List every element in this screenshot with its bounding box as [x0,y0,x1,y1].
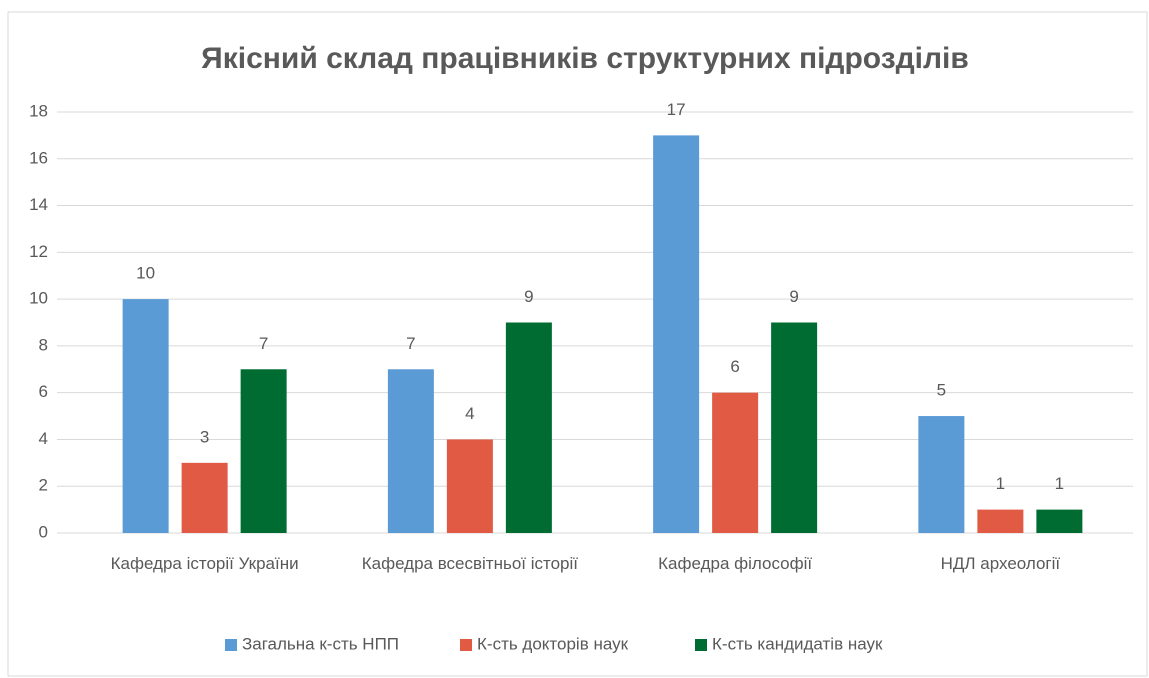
y-tick-label: 14 [29,195,48,214]
bar [712,392,759,533]
data-label: 7 [406,334,415,353]
data-label: 6 [730,357,739,376]
data-label: 7 [259,334,268,353]
x-tick-label: Кафедра філософії [658,554,813,573]
bar [505,322,552,533]
bar [240,369,287,533]
x-tick-label: Кафедра історії України [110,554,299,573]
y-tick-label: 6 [39,382,48,401]
bar [181,462,228,533]
bar [387,369,434,533]
data-label: 17 [667,100,686,119]
y-tick-label: 10 [29,289,48,308]
legend-swatch [225,639,237,651]
y-tick-label: 12 [29,242,48,261]
legend-label: К-сть кандидатів наук [712,634,883,653]
legend-swatch [460,639,472,651]
data-label: 5 [937,381,946,400]
y-tick-label: 2 [39,476,48,495]
y-tick-label: 18 [29,101,48,120]
data-label: 10 [136,264,155,283]
data-label: 9 [524,287,533,306]
bar [446,439,493,533]
data-label: 1 [996,474,1005,493]
y-tick-label: 0 [39,522,48,541]
bar [1036,509,1083,533]
x-tick-label: Кафедра всесвітньої історії [361,554,579,573]
y-tick-label: 8 [39,335,48,354]
legend-label: К-сть докторів наук [477,634,629,653]
y-tick-label: 4 [39,429,48,448]
y-tick-label: 16 [29,148,48,167]
legend-label: Загальна к-сть НПП [242,634,399,653]
legend-swatch [695,639,707,651]
x-tick-label: НДЛ археології [940,554,1061,573]
bar [977,509,1024,533]
data-label: 9 [789,287,798,306]
chart-border [7,11,1148,677]
data-label: 1 [1055,474,1064,493]
bar [771,322,818,533]
chart-title: Якісний склад працівників структурних пі… [201,42,969,75]
data-label: 4 [465,404,474,423]
data-label: 3 [200,427,209,446]
bar [122,299,169,533]
bar [653,135,700,533]
bar [918,416,965,533]
